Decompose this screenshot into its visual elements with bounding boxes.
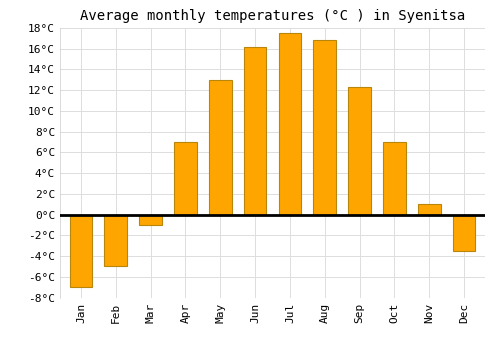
Bar — [383, 142, 406, 215]
Bar — [418, 204, 440, 215]
Bar — [70, 215, 92, 287]
Bar — [209, 80, 232, 215]
Bar — [104, 215, 127, 266]
Bar — [244, 47, 266, 215]
Bar — [278, 33, 301, 215]
Bar — [314, 41, 336, 215]
Bar — [140, 215, 162, 225]
Bar — [348, 87, 371, 215]
Title: Average monthly temperatures (°C ) in Syenitsa: Average monthly temperatures (°C ) in Sy… — [80, 9, 465, 23]
Bar — [174, 142, 197, 215]
Bar — [453, 215, 475, 251]
